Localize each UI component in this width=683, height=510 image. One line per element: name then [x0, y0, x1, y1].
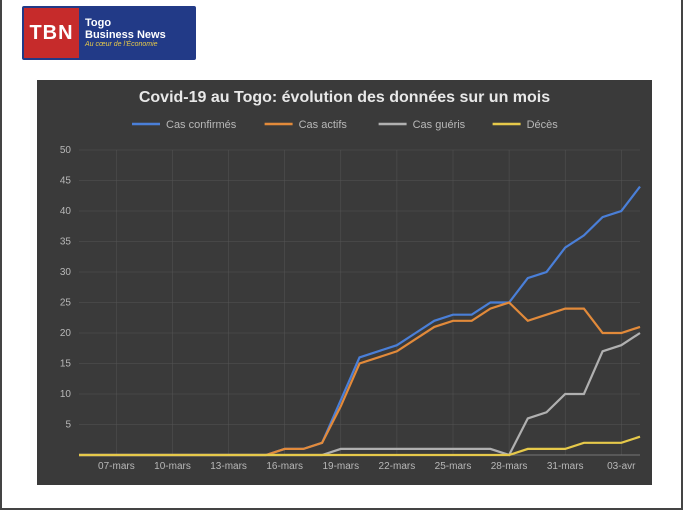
logo-abbrev: TBN: [24, 8, 79, 58]
y-tick-label: 5: [65, 420, 71, 431]
y-tick-label: 30: [60, 267, 72, 278]
logo-text: Togo Business News Au cœur de l'Économie: [79, 8, 194, 58]
y-tick-label: 10: [60, 389, 72, 400]
x-tick-label: 19-mars: [322, 461, 359, 472]
chart-svg: Covid-19 au Togo: évolution des données …: [37, 80, 652, 485]
legend-label: Cas guéris: [413, 119, 466, 131]
x-tick-label: 22-mars: [379, 461, 416, 472]
legend-label: Cas actifs: [299, 119, 348, 131]
x-tick-label: 07-mars: [98, 461, 135, 472]
logo-tagline: Au cœur de l'Économie: [85, 41, 194, 49]
x-tick-label: 13-mars: [210, 461, 247, 472]
tbn-logo: TBN Togo Business News Au cœur de l'Écon…: [22, 6, 196, 60]
page-root: TBN Togo Business News Au cœur de l'Écon…: [0, 0, 683, 510]
y-tick-label: 50: [60, 145, 72, 156]
y-tick-label: 35: [60, 237, 72, 248]
x-tick-label: 25-mars: [435, 461, 472, 472]
x-tick-label: 31-mars: [547, 461, 584, 472]
y-tick-label: 40: [60, 206, 72, 217]
legend-label: Cas confirmés: [166, 119, 237, 131]
y-tick-label: 45: [60, 176, 72, 187]
x-tick-label: 03-avr: [607, 461, 636, 472]
x-tick-label: 16-mars: [266, 461, 303, 472]
covid-chart: Covid-19 au Togo: évolution des données …: [37, 80, 652, 485]
logo-line2: Business News: [85, 29, 194, 41]
logo-line1: Togo: [85, 17, 194, 29]
chart-title: Covid-19 au Togo: évolution des données …: [139, 89, 550, 106]
legend-label: Décès: [527, 119, 559, 131]
y-tick-label: 25: [60, 298, 72, 309]
x-tick-label: 28-mars: [491, 461, 528, 472]
y-tick-label: 15: [60, 359, 72, 370]
x-tick-label: 10-mars: [154, 461, 191, 472]
y-tick-label: 20: [60, 328, 72, 339]
